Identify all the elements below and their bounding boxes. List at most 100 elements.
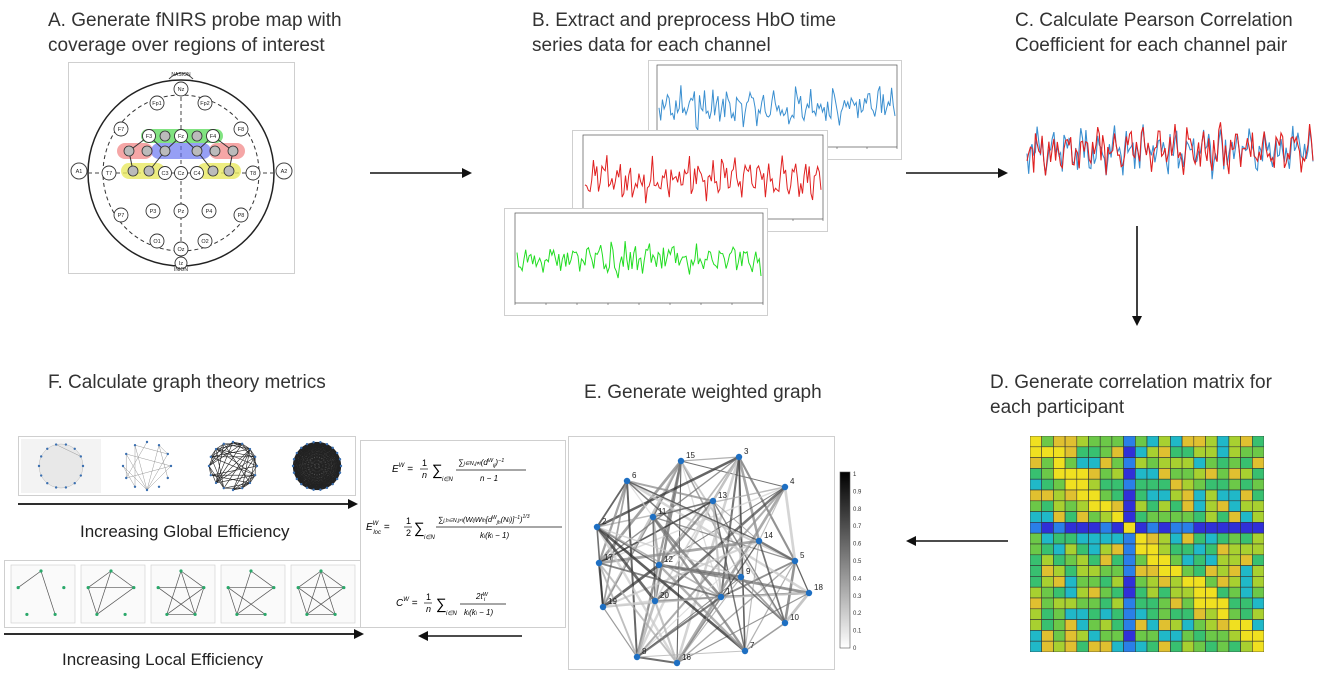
svg-text:n: n xyxy=(422,470,427,480)
graph-node xyxy=(717,593,725,601)
electrode-label: Fp2 xyxy=(200,101,209,107)
electrode-label: C3 xyxy=(161,171,168,177)
step-e-line1: E. Generate weighted graph xyxy=(584,382,822,403)
graph-node xyxy=(633,653,641,661)
step-a-line2: coverage over regions of interest xyxy=(48,35,325,56)
colorbar: 1 0.9 0.8 0.7 0.6 0.5 0.4 0.3 0.2 0.1 0 xyxy=(839,471,862,652)
correlation-overlay-panel xyxy=(1025,98,1315,206)
svg-text:∑: ∑ xyxy=(414,520,425,537)
graph-node-label: 7 xyxy=(750,641,755,650)
arrow-b-to-c xyxy=(906,168,1008,178)
electrode-label: P4 xyxy=(206,209,213,215)
graph-node xyxy=(677,457,685,465)
graph-node xyxy=(735,453,743,461)
electrode-label: T8 xyxy=(250,171,256,177)
step-b-title: B. Extract and preprocess HbO time serie… xyxy=(532,8,836,58)
step-e-title: E. Generate weighted graph xyxy=(584,380,822,405)
graph-node-label: 8 xyxy=(642,647,647,656)
electrode-label: A2 xyxy=(281,169,288,175)
colorbar-panel: 1 0.9 0.8 0.7 0.6 0.5 0.4 0.3 0.2 0.1 0 xyxy=(838,470,862,652)
svg-text:CW =: CW = xyxy=(396,597,418,609)
graph-node xyxy=(755,537,763,545)
step-a-line1: A. Generate fNIRS probe map with xyxy=(48,10,342,31)
graph-node-label: 11 xyxy=(658,507,667,516)
formulas-panel xyxy=(360,440,566,628)
colorbar-tick: 0.8 xyxy=(853,507,862,513)
electrode-label: P3 xyxy=(150,209,157,215)
step-c-line1: C. Calculate Pearson Correlation xyxy=(1015,10,1293,31)
graph-node-label: 19 xyxy=(608,597,617,606)
hbo-series-green xyxy=(514,212,764,305)
step-d-line1: D. Generate correlation matrix for xyxy=(990,372,1272,393)
graph-node-label: 17 xyxy=(604,553,613,562)
global-efficiency-formula: EW = 1 n ∑ i∈N ∑j∈N,j≠i(dWij)−1 n − 1 xyxy=(392,458,526,483)
local-efficiency-formula: EW loc = 1 2 ∑ i∈N ∑j,h∈N,j≠i(WijWih[dWjh… xyxy=(366,514,562,541)
electrode-label: T7 xyxy=(106,171,112,177)
graph-node xyxy=(599,603,607,611)
local-efficiency-caption: Increasing Local Efficiency xyxy=(62,650,263,669)
electrode-label: F4 xyxy=(210,134,216,140)
global-efficiency-graphs xyxy=(21,439,343,493)
graph-node xyxy=(593,523,601,531)
electrode-label: F8 xyxy=(238,127,244,133)
electrode-label: Fz xyxy=(178,134,184,140)
svg-text:n − 1: n − 1 xyxy=(480,474,498,483)
graph-node xyxy=(651,597,659,605)
electrode-label: Nz xyxy=(178,87,185,93)
graph-node xyxy=(791,557,799,565)
svg-text:∑j∈N,j≠i(dWij)−1: ∑j∈N,j≠i(dWij)−1 xyxy=(458,458,504,469)
colorbar-tick: 0.4 xyxy=(853,576,862,582)
hbo-series-green-panel xyxy=(504,208,768,316)
graph-node-label: 4 xyxy=(790,477,795,486)
correlation-overlay xyxy=(1026,122,1314,180)
svg-text:ki(ki − 1): ki(ki − 1) xyxy=(480,531,509,540)
arrow-d-to-e xyxy=(906,536,1008,546)
svg-text:1: 1 xyxy=(426,592,431,602)
correlation-matrix xyxy=(1029,435,1265,653)
electrode-label: Oz xyxy=(177,247,184,253)
svg-text:∑j,h∈N,j≠i(WijWih[dWjh(Ni)]−1): ∑j,h∈N,j≠i(WijWih[dWjh(Ni)]−1)1/3 xyxy=(438,514,530,526)
electrode-label: Cz xyxy=(178,171,185,177)
graph-node xyxy=(781,483,789,491)
svg-text:n: n xyxy=(426,604,431,614)
arrow-e-to-f xyxy=(418,631,522,641)
colorbar-tick: 0 xyxy=(853,646,857,652)
electrode-label: P8 xyxy=(238,213,245,219)
graph-node xyxy=(595,559,603,567)
graph-node-label: 6 xyxy=(632,471,637,480)
graph-node-label: 9 xyxy=(746,567,751,576)
svg-text:∑: ∑ xyxy=(436,596,447,613)
svg-text:EW =: EW = xyxy=(392,463,413,475)
colorbar-tick: 0.3 xyxy=(853,594,862,600)
graph-node xyxy=(737,573,745,581)
graph-node xyxy=(623,477,631,485)
graph-node-label: 20 xyxy=(660,591,669,600)
graph-node-label: 1 xyxy=(726,587,731,596)
local-efficiency-graphs xyxy=(10,564,356,624)
electrode-label: Fp1 xyxy=(152,101,161,107)
svg-text:i∈N: i∈N xyxy=(424,534,436,541)
graph-node-label: 5 xyxy=(800,551,805,560)
step-b-line1: B. Extract and preprocess HbO time xyxy=(532,10,837,31)
arrow-c-to-d xyxy=(1132,226,1142,326)
step-a-title: A. Generate fNIRS probe map with coverag… xyxy=(48,8,342,58)
step-d-title: D. Generate correlation matrix for each … xyxy=(990,370,1272,420)
electrode-label: Iz xyxy=(179,261,184,267)
electrode-label: A1 xyxy=(76,169,83,175)
electrode-label: Pz xyxy=(178,209,185,215)
electrode-label: F3 xyxy=(146,134,152,140)
arrow-a-to-b xyxy=(370,168,472,178)
colorbar-tick: 0.9 xyxy=(853,489,862,495)
colorbar-tick: 0.6 xyxy=(853,542,862,548)
colorbar-tick: 0.2 xyxy=(853,611,862,617)
graph-node-label: 12 xyxy=(664,555,673,564)
clustering-formula: CW = 1 n ∑ i∈N 2tW i ki(ki − 1) xyxy=(396,592,506,617)
nasion-label: NASION xyxy=(171,72,191,78)
svg-text:i∈N: i∈N xyxy=(446,610,458,617)
global-efficiency-examples xyxy=(18,436,356,496)
electrode-label: P7 xyxy=(118,213,125,219)
graph-node xyxy=(781,619,789,627)
electrode-label: O1 xyxy=(153,239,160,245)
step-c-title: C. Calculate Pearson Correlation Coeffic… xyxy=(1015,8,1293,58)
colorbar-tick: 0.7 xyxy=(853,524,862,530)
